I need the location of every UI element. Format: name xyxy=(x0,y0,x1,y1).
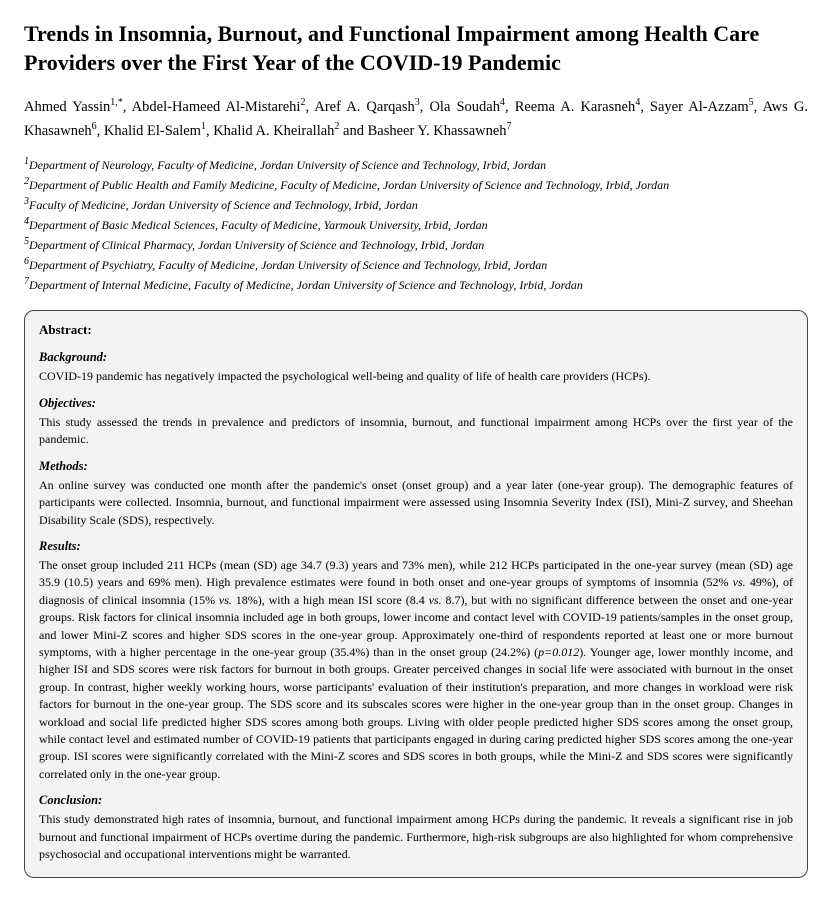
abstract-section-body: This study demonstrated high rates of in… xyxy=(39,811,793,863)
abstract-section-body: This study assessed the trends in preval… xyxy=(39,414,793,449)
affiliations-block: 1Department of Neurology, Faculty of Med… xyxy=(24,154,808,294)
abstract-section-body: COVID-19 pandemic has negatively impacte… xyxy=(39,368,793,385)
abstract-section-body: An online survey was conducted one month… xyxy=(39,477,793,529)
affiliation-line: 6Department of Psychiatry, Faculty of Me… xyxy=(24,254,808,274)
affiliation-line: 5Department of Clinical Pharmacy, Jordan… xyxy=(24,234,808,254)
abstract-section-head: Background: xyxy=(39,348,793,366)
abstract-section-head: Results: xyxy=(39,537,793,555)
affiliation-line: 3Faculty of Medicine, Jordan University … xyxy=(24,194,808,214)
paper-title: Trends in Insomnia, Burnout, and Functio… xyxy=(24,20,808,77)
abstract-section-head: Objectives: xyxy=(39,394,793,412)
abstract-label: Abstract: xyxy=(39,321,793,340)
paper-authors: Ahmed Yassin1,*, Abdel-Hameed Al-Mistare… xyxy=(24,95,808,142)
abstract-section-head: Conclusion: xyxy=(39,791,793,809)
affiliation-line: 1Department of Neurology, Faculty of Med… xyxy=(24,154,808,174)
affiliation-line: 4Department of Basic Medical Sciences, F… xyxy=(24,214,808,234)
abstract-section-body: The onset group included 211 HCPs (mean … xyxy=(39,557,793,783)
affiliation-line: 7Department of Internal Medicine, Facult… xyxy=(24,274,808,294)
affiliation-line: 2Department of Public Health and Family … xyxy=(24,174,808,194)
abstract-section-head: Methods: xyxy=(39,457,793,475)
abstract-box: Abstract: Background: COVID-19 pandemic h… xyxy=(24,310,808,878)
